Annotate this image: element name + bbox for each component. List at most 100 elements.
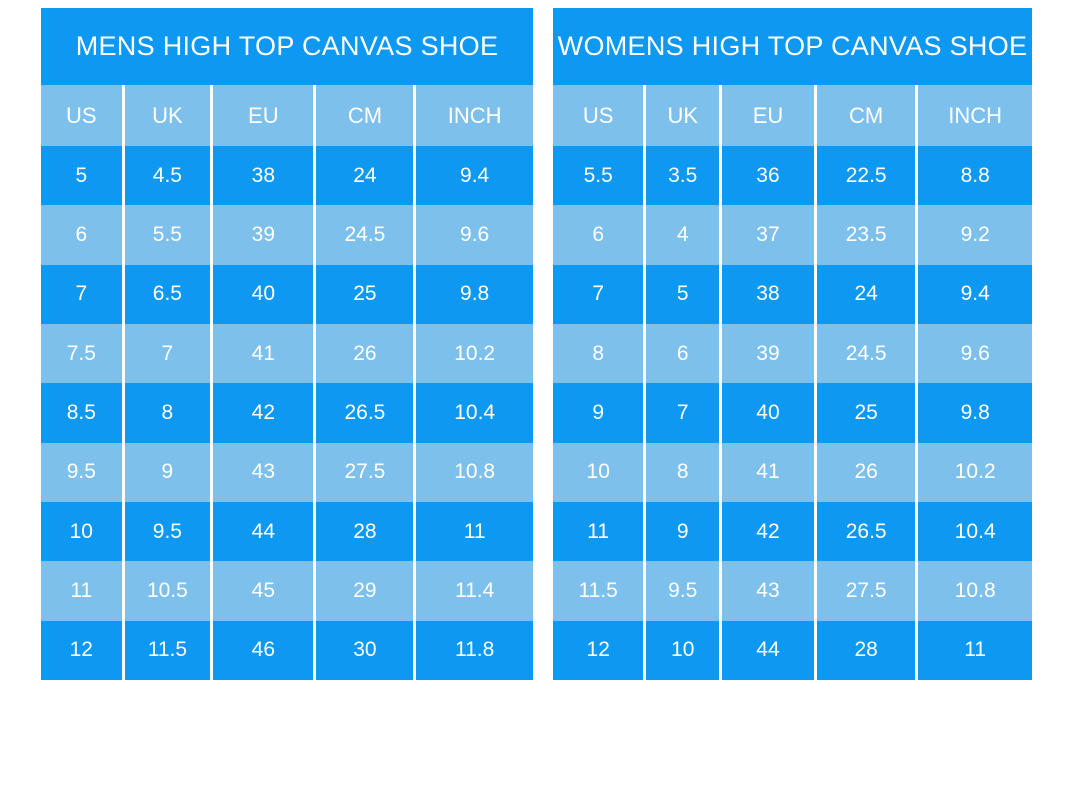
womens-size-chart: WOMENS HIGH TOP CANVAS SHOE US UK EU CM INCH… xyxy=(553,8,1032,680)
mens-header-row: US UK EU CM INCH xyxy=(41,85,533,146)
womens-cell-cm: 24 xyxy=(816,264,919,324)
womens-cell-eu: 37 xyxy=(722,205,817,265)
womens-column-header-uk: UK xyxy=(646,85,723,146)
womens-cell-cm: 26.5 xyxy=(816,501,919,562)
mens-cell-us: 11 xyxy=(41,561,125,621)
womens-cell-cm: 27.5 xyxy=(816,561,919,621)
mens-cell-eu: 43 xyxy=(213,442,317,502)
mens-column-header-inch: INCH xyxy=(416,85,533,146)
mens-cell-us: 6 xyxy=(41,205,125,265)
mens-chart-title: MENS HIGH TOP CANVAS SHOE xyxy=(41,8,533,85)
womens-cell-inch: 10.2 xyxy=(918,442,1032,502)
womens-cell-eu: 39 xyxy=(722,323,817,384)
mens-cell-uk: 9 xyxy=(124,442,214,502)
mens-cell-uk: 7 xyxy=(124,323,214,384)
mens-cell-us: 10 xyxy=(41,501,125,562)
mens-cell-cm: 28 xyxy=(316,501,417,562)
mens-cell-inch: 9.4 xyxy=(416,146,533,206)
womens-cell-uk: 9 xyxy=(646,501,723,562)
womens-cell-inch: 8.8 xyxy=(918,146,1032,206)
mens-cell-cm: 24.5 xyxy=(316,205,417,265)
womens-table-body: 5.5 3.5 36 22.5 8.8 6 4 37 23.5 9.2 7 5 38 24 9.4 8 6 39 2… xyxy=(553,146,1032,680)
womens-cell-us: 11 xyxy=(553,501,647,562)
womens-cell-eu: 43 xyxy=(722,561,817,621)
mens-cell-eu: 42 xyxy=(213,383,317,443)
womens-chart-title: WOMENS HIGH TOP CANVAS SHOE xyxy=(553,8,1032,85)
mens-cell-uk: 8 xyxy=(124,383,214,443)
womens-cell-uk: 5 xyxy=(646,264,723,324)
womens-cell-cm: 24.5 xyxy=(816,323,919,384)
mens-cell-us: 8.5 xyxy=(41,383,125,443)
womens-cell-eu: 41 xyxy=(722,442,817,502)
womens-cell-inch: 9.4 xyxy=(918,264,1032,324)
womens-column-header-us: US xyxy=(553,85,647,146)
womens-cell-inch: 9.6 xyxy=(918,323,1032,384)
mens-cell-eu: 40 xyxy=(213,264,317,324)
womens-cell-us: 5.5 xyxy=(553,146,647,206)
womens-cell-inch: 10.8 xyxy=(918,561,1032,621)
mens-cell-us: 12 xyxy=(41,620,125,680)
womens-cell-inch: 10.4 xyxy=(918,501,1032,562)
mens-cell-cm: 29 xyxy=(316,561,417,621)
mens-cell-cm: 26.5 xyxy=(316,383,417,443)
mens-table-row: 12 11.5 46 30 11.8 xyxy=(41,620,533,680)
mens-table-row: 5 4.5 38 24 9.4 xyxy=(41,146,533,206)
womens-cell-cm: 28 xyxy=(816,620,919,680)
mens-cell-eu: 44 xyxy=(213,501,317,562)
mens-cell-uk: 9.5 xyxy=(124,501,214,562)
mens-cell-us: 5 xyxy=(41,146,125,206)
womens-cell-us: 11.5 xyxy=(553,561,647,621)
womens-cell-eu: 42 xyxy=(722,501,817,562)
mens-cell-cm: 27.5 xyxy=(316,442,417,502)
mens-table-row: 9.5 9 43 27.5 10.8 xyxy=(41,442,533,502)
mens-cell-inch: 10.4 xyxy=(416,383,533,443)
womens-cell-us: 12 xyxy=(553,620,647,680)
mens-cell-uk: 5.5 xyxy=(124,205,214,265)
womens-cell-eu: 44 xyxy=(722,620,817,680)
mens-column-header-cm: CM xyxy=(316,85,417,146)
mens-table-row: 6 5.5 39 24.5 9.6 xyxy=(41,205,533,265)
womens-table-row: 5.5 3.5 36 22.5 8.8 xyxy=(553,146,1032,206)
mens-cell-cm: 26 xyxy=(316,323,417,384)
mens-cell-cm: 30 xyxy=(316,620,417,680)
womens-cell-uk: 9.5 xyxy=(646,561,723,621)
mens-cell-uk: 4.5 xyxy=(124,146,214,206)
mens-table-body: 5 4.5 38 24 9.4 6 5.5 39 24.5 9.6 7 6.5 40 25 9.8 7.5 7 4… xyxy=(41,146,533,680)
womens-cell-eu: 36 xyxy=(722,146,817,206)
mens-cell-uk: 10.5 xyxy=(124,561,214,621)
mens-cell-uk: 6.5 xyxy=(124,264,214,324)
womens-cell-inch: 9.2 xyxy=(918,205,1032,265)
womens-table-row: 10 8 41 26 10.2 xyxy=(553,442,1032,502)
womens-cell-cm: 25 xyxy=(816,383,919,443)
womens-cell-uk: 7 xyxy=(646,383,723,443)
womens-column-header-inch: INCH xyxy=(918,85,1032,146)
mens-cell-inch: 11.4 xyxy=(416,561,533,621)
mens-cell-inch: 10.8 xyxy=(416,442,533,502)
mens-cell-us: 7 xyxy=(41,264,125,324)
womens-cell-cm: 22.5 xyxy=(816,146,919,206)
womens-cell-us: 10 xyxy=(553,442,647,502)
mens-table-row: 10 9.5 44 28 11 xyxy=(41,501,533,562)
womens-cell-us: 7 xyxy=(553,264,647,324)
womens-table-row: 9 7 40 25 9.8 xyxy=(553,383,1032,443)
mens-column-header-us: US xyxy=(41,85,125,146)
mens-cell-inch: 9.8 xyxy=(416,264,533,324)
mens-cell-eu: 46 xyxy=(213,620,317,680)
mens-cell-inch: 9.6 xyxy=(416,205,533,265)
mens-size-chart: MENS HIGH TOP CANVAS SHOE US UK EU CM INCH 5… xyxy=(41,8,533,680)
womens-table-row: 11.5 9.5 43 27.5 10.8 xyxy=(553,561,1032,621)
womens-cell-cm: 23.5 xyxy=(816,205,919,265)
womens-header-row: US UK EU CM INCH xyxy=(553,85,1032,146)
mens-cell-us: 7.5 xyxy=(41,323,125,384)
mens-cell-inch: 10.2 xyxy=(416,323,533,384)
womens-table-row: 11 9 42 26.5 10.4 xyxy=(553,501,1032,562)
womens-table-row: 12 10 44 28 11 xyxy=(553,620,1032,680)
mens-column-header-eu: EU xyxy=(213,85,317,146)
womens-cell-eu: 40 xyxy=(722,383,817,443)
mens-cell-inch: 11 xyxy=(416,501,533,562)
womens-cell-uk: 10 xyxy=(646,620,723,680)
womens-table-row: 6 4 37 23.5 9.2 xyxy=(553,205,1032,265)
womens-column-header-eu: EU xyxy=(722,85,817,146)
mens-cell-cm: 24 xyxy=(316,146,417,206)
womens-cell-us: 6 xyxy=(553,205,647,265)
